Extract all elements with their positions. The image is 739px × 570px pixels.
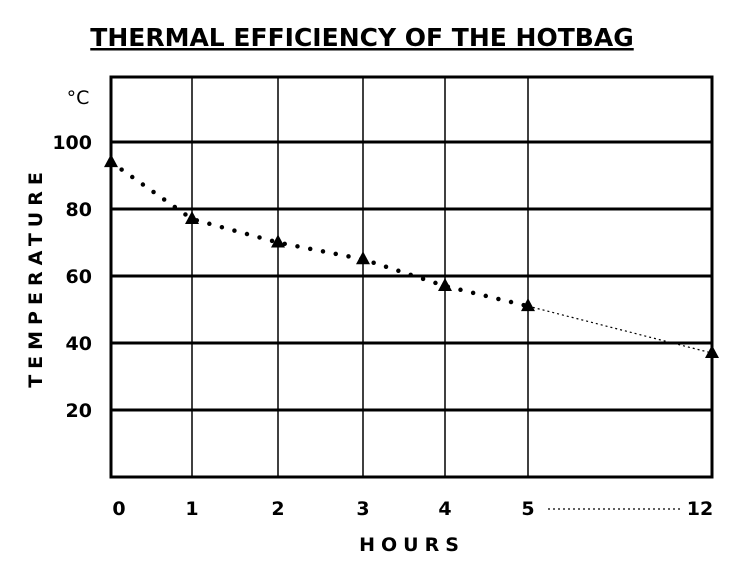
x-tick-label: 4 xyxy=(438,498,451,520)
data-point-triangle xyxy=(356,251,370,265)
data-point-triangle xyxy=(185,211,199,225)
x-tick-label: 2 xyxy=(271,498,284,520)
plot-frame xyxy=(109,75,714,479)
y-tick-label: 100 xyxy=(52,132,92,154)
x-tick-label: 0 xyxy=(112,498,125,520)
y-tick-labels: 20 40 60 80 100 xyxy=(52,132,92,422)
data-point-triangle xyxy=(271,234,285,248)
chart-title: THERMAL EFFICIENCY OF THE HOTBAG xyxy=(90,23,633,52)
y-tick-label: 80 xyxy=(66,199,92,221)
data-point-triangle xyxy=(705,345,719,359)
series-temperature xyxy=(104,154,719,359)
series-line-extrapolated xyxy=(527,305,713,354)
y-axis-label: TEMPERATURE xyxy=(25,166,47,388)
y-tick-label: 20 xyxy=(66,400,92,422)
x-tick-labels: 0 1 2 3 4 5 12 xyxy=(112,498,713,520)
x-tick-label: 1 xyxy=(185,498,198,520)
x-tick-label: 12 xyxy=(687,498,713,520)
data-point-triangle xyxy=(521,298,535,312)
y-unit-label: °C xyxy=(67,87,90,109)
y-tick-label: 60 xyxy=(66,266,92,288)
x-tick-label: 3 xyxy=(356,498,369,520)
plot-area xyxy=(109,75,714,479)
x-tick-label: 5 xyxy=(521,498,534,520)
data-point-triangle xyxy=(104,154,118,168)
series-line-main xyxy=(108,159,531,309)
x-axis-label: HOURS xyxy=(359,534,465,556)
y-tick-label: 40 xyxy=(66,333,92,355)
data-point-triangle xyxy=(438,278,452,292)
gridlines xyxy=(111,77,712,477)
